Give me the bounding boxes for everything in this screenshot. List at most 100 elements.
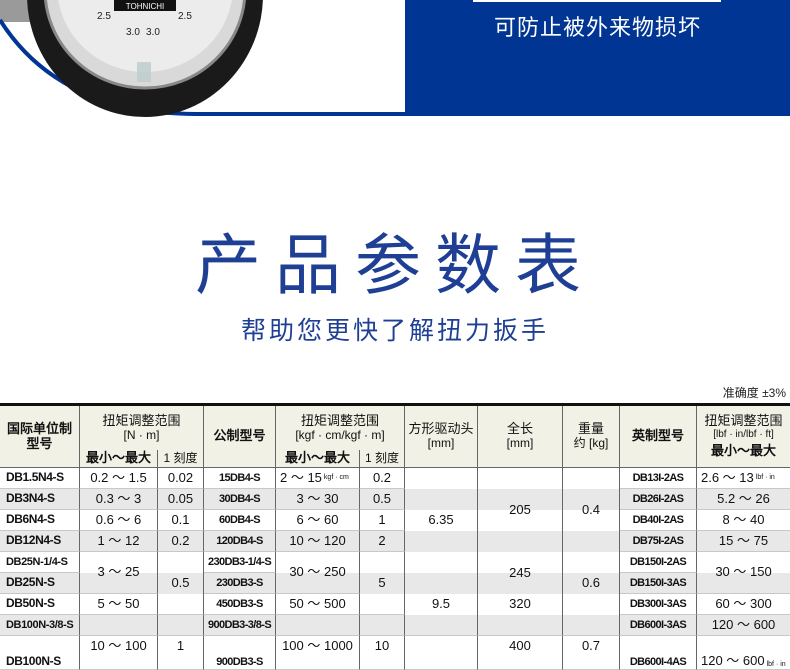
nm-range-cell: 3 ～ 25 <box>80 552 158 594</box>
header-min-max: 最小～最大 <box>710 442 776 458</box>
imperial-model-cell: DB26I-2AS <box>620 489 697 510</box>
feature-text: 可防止被外来物损坏 <box>493 15 701 40</box>
kgf-graduation-cell: 2 <box>360 531 405 552</box>
kgf-graduation-cell <box>360 615 405 636</box>
nm-range-cell <box>80 615 158 636</box>
unit-note: lbf · in <box>755 473 775 481</box>
header-label: 扭矩调整范围 <box>102 412 181 428</box>
kgf-range-cell: 100 ～ 1000 <box>276 636 360 670</box>
nm-range-cell: 0.3 ～ 3 <box>80 489 158 510</box>
header-nm-graduation: 1 刻度 <box>158 450 204 468</box>
si-model-cell: DB25N-1/4-S <box>0 552 80 573</box>
nm-range-cell: 0.6 ～ 6 <box>80 510 158 531</box>
metric-model-cell: 900DB3-3/8-S <box>204 615 276 636</box>
si-model-cell: DB3N4-S <box>0 489 80 510</box>
si-model-cell: DB25N-S <box>0 573 80 594</box>
metric-model-cell: 450DB3-S <box>204 594 276 615</box>
metric-model-cell: 15DB4-S <box>204 468 276 489</box>
lbf-range-cell: 5.2 ～ 26 <box>697 489 790 510</box>
header-square-drive: 方形驱动头 [mm] <box>405 406 478 468</box>
nm-graduation-cell: 0.05 <box>158 489 204 510</box>
metric-model-cell: 60DB4-S <box>204 510 276 531</box>
metric-model-cell: 230DB3-S <box>204 573 276 594</box>
si-model-cell: DB100N-3/8-S <box>0 615 80 636</box>
spec-table: 国际单位制 型号 扭矩调整范围 [N · m] 最小～最大 1 刻度 公制型号 扭… <box>0 403 790 670</box>
imperial-model-cell: DB600I-4AS <box>620 636 697 670</box>
lbf-range-cell: 15 ～ 75 <box>697 531 790 552</box>
imperial-model-cell: DB40I-2AS <box>620 510 697 531</box>
header-label: 重量 <box>577 421 604 437</box>
imperial-model-cell: DB150I-2AS <box>620 552 697 573</box>
header-unit: [N · m] <box>123 427 160 442</box>
si-model-cell: DB1.5N4-S <box>0 468 80 489</box>
square-drive-cell <box>405 636 478 670</box>
page-title: 产品参数表 <box>195 227 595 304</box>
length-cell: 245 <box>478 552 563 594</box>
square-drive-cell: 9.5 <box>405 573 478 636</box>
imperial-model-cell: DB300I-3AS <box>620 594 697 615</box>
si-model-cell: DB6N4-S <box>0 510 80 531</box>
weight-cell: 0.7 <box>563 636 620 670</box>
kgf-range-cell: 10 ～ 120 <box>276 531 360 552</box>
nm-graduation-cell: 0.5 <box>158 552 204 615</box>
row-stripe <box>0 615 790 636</box>
nm-range-cell: 0.2 ～ 1.5 <box>80 468 158 489</box>
gauge-label: 2.5 <box>97 11 111 22</box>
kgf-range-cell: 30 ～ 250 <box>276 552 360 594</box>
unit-note: lbf · in <box>766 660 786 668</box>
nm-graduation-cell: 0.02 <box>158 468 204 489</box>
nm-graduation-cell: 1 <box>158 636 204 670</box>
lbf-range-cell: 60 ～ 300 <box>697 594 790 615</box>
gauge-image: TOHNICHI 2.5 3.0 3.0 2.5 <box>0 0 405 117</box>
page-subtitle: 帮助您更快了解扭力扳手 <box>240 316 549 345</box>
header-kgf-range: 扭矩调整范围 [kgf · cm/kgf · m] <box>276 406 405 450</box>
kgf-range-cell: 6 ～ 60 <box>276 510 360 531</box>
nm-graduation-cell: 0.1 <box>158 510 204 531</box>
lbf-range-value: 120 ～ 600 <box>701 653 765 669</box>
kgf-graduation-cell: 1 <box>360 510 405 531</box>
nm-range-cell: 1 ～ 12 <box>80 531 158 552</box>
nm-range-cell: 5 ～ 50 <box>80 594 158 615</box>
metric-model-cell: 30DB4-S <box>204 489 276 510</box>
header-label: 方形驱动头 <box>408 421 474 437</box>
row-stripe <box>0 489 790 510</box>
length-cell: 205 <box>478 468 563 552</box>
gauge-label: 3.0 <box>126 27 140 38</box>
si-model-cell: DB50N-S <box>0 594 80 615</box>
nm-graduation-cell <box>158 615 204 636</box>
header-nm-min-max: 最小～最大 <box>80 450 158 468</box>
header-label: 扭矩调整范围 <box>704 413 783 429</box>
si-model-cell: DB12N4-S <box>0 531 80 552</box>
header-unit: [mm] <box>506 436 534 451</box>
lbf-range-value: 2.6 ～ 13 <box>701 469 754 485</box>
divider <box>473 0 721 2</box>
kgf-range-value: 2 ～ 15 <box>280 469 322 485</box>
header-unit: [lbf · in/lbf · ft] <box>713 429 774 441</box>
unit-note: kgf · cm <box>323 473 349 481</box>
header-metric-model: 公制型号 <box>204 406 276 468</box>
nm-graduation-cell: 0.2 <box>158 531 204 552</box>
metric-model-cell: 120DB4-S <box>204 531 276 552</box>
imperial-model-cell: DB600I-3AS <box>620 615 697 636</box>
header-nm-range: 扭矩调整范围 [N · m] <box>80 406 204 450</box>
weight-cell <box>563 615 620 636</box>
lbf-range-cell: 30 ～ 150 <box>697 552 790 594</box>
gauge-label: 3.0 <box>146 27 160 38</box>
kgf-graduation-cell: 0.2 <box>360 468 405 489</box>
kgf-graduation-cell: 5 <box>360 552 405 615</box>
gauge-label: 2.5 <box>178 11 192 22</box>
banner: TOHNICHI 2.5 3.0 3.0 2.5 可防止被外来物损坏 <box>0 0 790 120</box>
weight-cell: 0.4 <box>563 468 620 552</box>
row-stripe <box>0 531 790 552</box>
kgf-range-cell <box>276 615 360 636</box>
lbf-range-cell: 120 ～ 600 lbf · in <box>697 636 790 670</box>
header-weight: 重量约 [kg] <box>563 406 620 468</box>
lbf-range-cell: 8 ～ 40 <box>697 510 790 531</box>
row-stripe <box>0 573 790 594</box>
header-unit: [kgf · cm/kgf · m] <box>295 427 385 442</box>
lbf-range-cell: 120 ～ 600 <box>697 615 790 636</box>
feature-panel <box>405 0 790 116</box>
weight-cell: 0.6 <box>563 552 620 615</box>
kgf-range-cell: 50 ～ 500 <box>276 594 360 615</box>
header-si-model: 国际单位制 型号 <box>0 406 80 468</box>
